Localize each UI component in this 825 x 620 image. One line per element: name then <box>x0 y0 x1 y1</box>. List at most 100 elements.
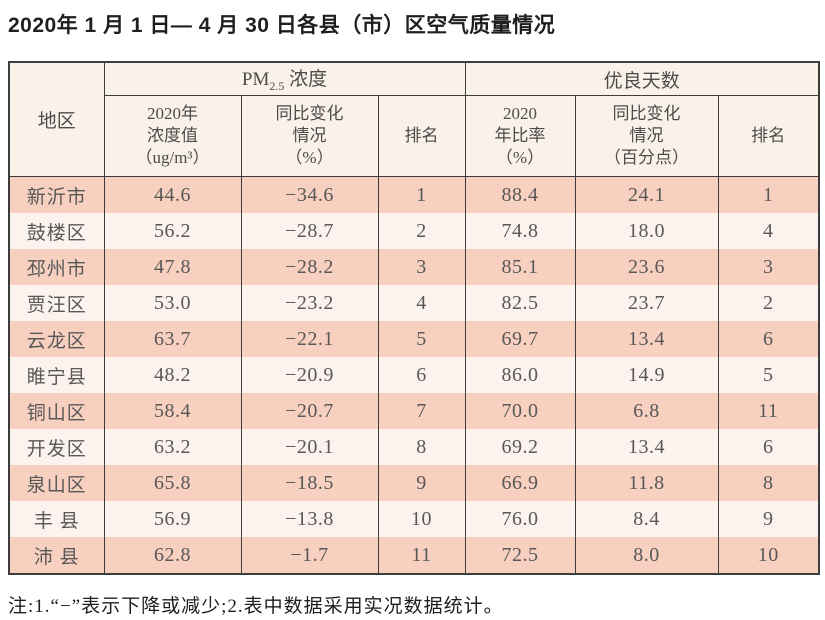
good-days-ratio-cell: 69.7 <box>464 321 576 358</box>
table-row: 沛 县 62.8 −1.7 11 72.5 8.0 10 <box>8 537 820 575</box>
good-days-ratio-cell: 88.4 <box>464 176 576 214</box>
pm25-prefix: PM <box>241 69 270 91</box>
good-days-rank-cell: 5 <box>717 357 820 394</box>
region-cell: 睢宁县 <box>8 357 105 394</box>
pm-change-cell: −28.2 <box>240 249 379 286</box>
pm-concentration-cell: 58.4 <box>103 393 242 430</box>
table-row: 贾汪区 53.0 −23.2 4 82.5 23.7 2 <box>8 285 820 322</box>
pm-rank-cell: 11 <box>377 537 466 575</box>
table-row: 云龙区 63.7 −22.1 5 69.7 13.4 6 <box>8 321 820 358</box>
good-days-change-cell: 24.1 <box>574 176 719 214</box>
sub-header-line: 同比变化 <box>612 104 681 124</box>
table-body: 新沂市 44.6 −34.6 1 88.4 24.1 1 鼓楼区 56.2 −2… <box>8 176 820 575</box>
pm-change-cell: −22.1 <box>240 321 379 358</box>
table-row: 新沂市 44.6 −34.6 1 88.4 24.1 1 <box>8 176 820 214</box>
group-header-good-days: 优良天数 <box>464 61 820 97</box>
good-days-change-cell: 13.4 <box>574 429 719 466</box>
good-days-change-cell: 18.0 <box>574 213 719 250</box>
sub-header-line: 年比率 <box>494 126 546 146</box>
pm-change-cell: −20.7 <box>240 393 379 430</box>
sub-header-good-change: 同比变化 情况 （百分点） <box>574 95 719 178</box>
page-title: 2020年 1 月 1 日— 4 月 30 日各县（市）区空气质量情况 <box>8 14 556 37</box>
good-days-change-cell: 13.4 <box>574 321 719 358</box>
sub-header-line: 2020年 <box>147 104 198 124</box>
table-row: 睢宁县 48.2 −20.9 6 86.0 14.9 5 <box>8 357 820 394</box>
sub-header-line: （ug/m³） <box>135 148 210 168</box>
table-row: 丰 县 56.9 −13.8 10 76.0 8.4 9 <box>8 501 820 538</box>
region-cell: 邳州市 <box>8 249 105 286</box>
pm-rank-cell: 6 <box>377 357 466 394</box>
good-days-ratio-cell: 72.5 <box>464 537 576 575</box>
table-header: 地区 PM2.5 浓度 优良天数 2020年 浓度值 （ug/m³） 同比变化 … <box>8 61 820 178</box>
pm-concentration-cell: 63.7 <box>103 321 242 358</box>
group-header-pm25: PM2.5 浓度 <box>103 61 466 97</box>
pm25-subscript: 2.5 <box>269 79 285 94</box>
good-days-rank-cell: 6 <box>717 429 820 466</box>
good-days-change-cell: 8.4 <box>574 501 719 538</box>
good-days-rank-cell: 8 <box>717 465 820 502</box>
good-days-rank-cell: 10 <box>717 537 820 575</box>
table-row: 鼓楼区 56.2 −28.7 2 74.8 18.0 4 <box>8 213 820 250</box>
table-row: 邳州市 47.8 −28.2 3 85.1 23.6 3 <box>8 249 820 286</box>
sub-header-pm-concentration: 2020年 浓度值 （ug/m³） <box>103 95 242 178</box>
pm-concentration-cell: 56.9 <box>103 501 242 538</box>
region-cell: 鼓楼区 <box>8 213 105 250</box>
region-cell: 铜山区 <box>8 393 105 430</box>
pm-rank-cell: 8 <box>377 429 466 466</box>
good-days-change-cell: 8.0 <box>574 537 719 575</box>
pm25-suffix: 浓度 <box>284 69 328 91</box>
sub-header-pm-change: 同比变化 情况 （%） <box>240 95 379 178</box>
table-row: 开发区 63.2 −20.1 8 69.2 13.4 6 <box>8 429 820 466</box>
sub-header-line: 浓度值 <box>147 126 198 146</box>
sub-header-line: 情况 <box>292 126 327 146</box>
good-days-rank-cell: 2 <box>717 285 820 322</box>
pm-rank-cell: 3 <box>377 249 466 286</box>
air-quality-table: 地区 PM2.5 浓度 优良天数 2020年 浓度值 （ug/m³） 同比变化 … <box>8 61 820 576</box>
pm-rank-cell: 7 <box>377 393 466 430</box>
good-days-rank-cell: 1 <box>717 176 820 214</box>
pm-rank-cell: 9 <box>377 465 466 502</box>
col-header-region: 地区 <box>8 61 105 178</box>
region-cell: 新沂市 <box>8 176 105 214</box>
region-cell: 开发区 <box>8 429 105 466</box>
sub-header-line: （%） <box>285 148 334 168</box>
table-row: 铜山区 58.4 −20.7 7 70.0 6.8 11 <box>8 393 820 430</box>
region-cell: 贾汪区 <box>8 285 105 322</box>
good-days-change-cell: 23.6 <box>574 249 719 286</box>
region-cell: 沛 县 <box>8 537 105 575</box>
pm-concentration-cell: 53.0 <box>103 285 242 322</box>
sub-header-line: （%） <box>495 148 545 168</box>
pm-rank-cell: 10 <box>377 501 466 538</box>
pm-change-cell: −18.5 <box>240 465 379 502</box>
pm-change-cell: −28.7 <box>240 213 379 250</box>
region-cell: 泉山区 <box>8 465 105 502</box>
footnote: 注:1.“−”表示下降或减少;2.表中数据采用实况数据统计。 <box>8 596 504 618</box>
pm-rank-cell: 1 <box>377 176 466 214</box>
good-days-rank-cell: 11 <box>717 393 820 430</box>
pm-concentration-cell: 63.2 <box>103 429 242 466</box>
pm-concentration-cell: 65.8 <box>103 465 242 502</box>
pm-rank-cell: 4 <box>377 285 466 322</box>
sub-header-good-rank: 排名 <box>717 95 820 178</box>
good-days-rank-cell: 6 <box>717 321 820 358</box>
sub-header-line: 情况 <box>629 126 664 146</box>
good-days-rank-cell: 9 <box>717 501 820 538</box>
pm-change-cell: −1.7 <box>240 537 379 575</box>
pm-concentration-cell: 47.8 <box>103 249 242 286</box>
good-days-change-cell: 14.9 <box>574 357 719 394</box>
good-days-ratio-cell: 66.9 <box>464 465 576 502</box>
good-days-ratio-cell: 74.8 <box>464 213 576 250</box>
table-row: 泉山区 65.8 −18.5 9 66.9 11.8 8 <box>8 465 820 502</box>
group-header-row: 地区 PM2.5 浓度 优良天数 <box>8 61 820 178</box>
region-cell: 云龙区 <box>8 321 105 358</box>
pm-change-cell: −23.2 <box>240 285 379 322</box>
good-days-rank-cell: 4 <box>717 213 820 250</box>
pm-rank-cell: 5 <box>377 321 466 358</box>
pm-concentration-cell: 48.2 <box>103 357 242 394</box>
pm-concentration-cell: 44.6 <box>103 176 242 214</box>
sub-header-row: 2020年 浓度值 （ug/m³） 同比变化 情况 （%） 排名 2020 年比… <box>9 95 820 178</box>
region-cell: 丰 县 <box>8 501 105 538</box>
pm-change-cell: −34.6 <box>240 176 379 214</box>
pm-concentration-cell: 62.8 <box>103 537 242 575</box>
